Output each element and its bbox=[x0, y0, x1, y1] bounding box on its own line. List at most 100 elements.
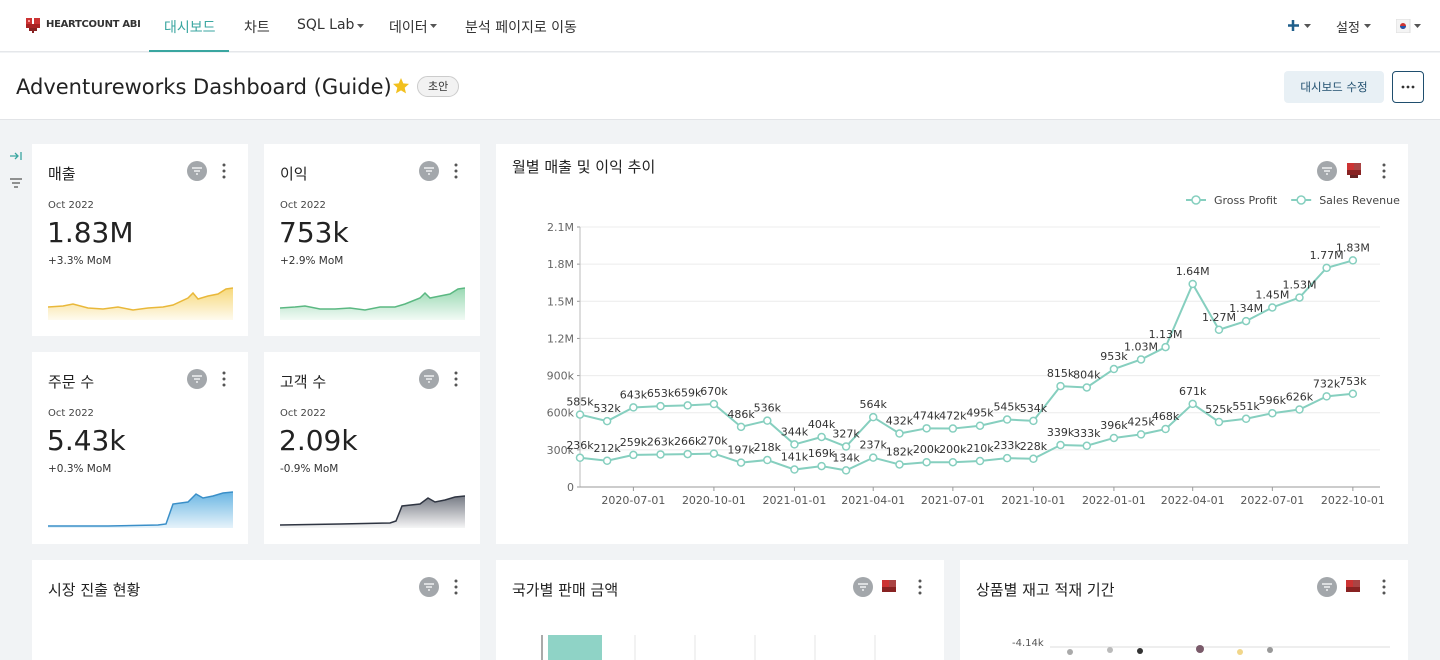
data-point bbox=[1161, 424, 1170, 434]
data-label: 670k bbox=[700, 385, 728, 398]
data-label: 200k bbox=[913, 443, 941, 456]
data-label: 1.13M bbox=[1149, 328, 1183, 341]
y-tick-label: 1.5M bbox=[547, 295, 574, 308]
card-title: 이익 bbox=[280, 165, 308, 183]
data-point bbox=[736, 422, 746, 432]
kpi-change: +2.9% MoM bbox=[280, 255, 344, 267]
inventory-card: 상품별 재고 적재 기간 -4.14k bbox=[960, 560, 1408, 660]
data-label: 1.83M bbox=[1336, 241, 1370, 254]
data-point bbox=[1056, 440, 1065, 450]
data-label: 1.03M bbox=[1124, 340, 1158, 353]
x-tick-label: 2022-01-01 bbox=[1082, 494, 1146, 507]
legend-label: Gross Profit bbox=[1214, 194, 1278, 207]
favorite-star[interactable] bbox=[392, 77, 410, 95]
legend-item: Gross Profit bbox=[1186, 194, 1278, 207]
data-point bbox=[683, 401, 692, 410]
card-icons[interactable] bbox=[416, 160, 466, 182]
data-point bbox=[817, 461, 826, 471]
data-label: 270k bbox=[700, 435, 728, 448]
legend-marker bbox=[1296, 195, 1306, 205]
card-title: 국가별 판매 금액 bbox=[512, 581, 619, 599]
data-label: 425k bbox=[1127, 415, 1155, 428]
card-icons[interactable] bbox=[416, 368, 466, 390]
data-point bbox=[1109, 364, 1119, 374]
language-flag[interactable] bbox=[1396, 19, 1424, 33]
nav-tab[interactable]: SQL Lab bbox=[297, 17, 355, 33]
axis-label: -4.14k bbox=[1012, 638, 1044, 649]
data-label: 339k bbox=[1047, 426, 1075, 439]
data-label: 182k bbox=[886, 445, 914, 458]
data-point bbox=[1056, 381, 1065, 391]
data-label: 396k bbox=[1100, 419, 1128, 432]
card-icons[interactable] bbox=[1317, 161, 1386, 181]
data-label: 626k bbox=[1286, 390, 1314, 403]
card-icons[interactable] bbox=[184, 160, 234, 182]
more-button[interactable] bbox=[1392, 71, 1424, 103]
data-point bbox=[817, 432, 826, 442]
data-label: 200k bbox=[939, 443, 967, 456]
data-label: 468k bbox=[1152, 410, 1180, 423]
data-point bbox=[1295, 405, 1304, 414]
data-point bbox=[868, 412, 878, 422]
data-point bbox=[1161, 342, 1170, 352]
nav-tab[interactable]: 데이터 bbox=[389, 20, 428, 36]
card-title: 시장 진출 현황 bbox=[48, 581, 141, 599]
card-icons[interactable] bbox=[1316, 576, 1396, 598]
nav-tab[interactable]: 차트 bbox=[244, 20, 270, 36]
x-tick-label: 2022-04-01 bbox=[1161, 494, 1225, 507]
data-label: 237k bbox=[860, 439, 888, 452]
data-label: 210k bbox=[966, 442, 994, 455]
kpi-card: 매출 Oct 2022 1.83M +3.3% MoM bbox=[32, 144, 248, 336]
data-label: 495k bbox=[966, 407, 994, 420]
y-tick-label: 900k bbox=[547, 370, 575, 383]
data-point bbox=[1082, 383, 1092, 392]
data-point bbox=[922, 424, 931, 433]
caret bbox=[357, 24, 364, 28]
card-icons[interactable] bbox=[852, 576, 932, 598]
data-point bbox=[948, 424, 958, 433]
card-icons[interactable] bbox=[416, 576, 466, 598]
data-point bbox=[1188, 279, 1197, 289]
top-nav: HEARTCOUNT ABI 대시보드 차트 SQL Lab 데이터 분석 페이… bbox=[0, 0, 1440, 52]
sparkline bbox=[280, 495, 465, 528]
data-point bbox=[1082, 441, 1092, 451]
data-point bbox=[868, 453, 878, 462]
data-label: 486k bbox=[727, 408, 755, 421]
chart-title: 월별 매출 및 이익 추이 bbox=[512, 158, 655, 176]
bar-preview bbox=[541, 635, 876, 660]
data-point bbox=[1002, 453, 1012, 463]
data-label: 327k bbox=[832, 428, 860, 441]
data-point bbox=[975, 421, 985, 430]
data-label: 1.64M bbox=[1176, 265, 1210, 278]
nav-tab[interactable]: 분석 페이지로 이동 bbox=[465, 20, 577, 36]
map-card: 시장 진출 현황 bbox=[32, 560, 480, 660]
series-line bbox=[579, 392, 1353, 472]
card-icons[interactable] bbox=[184, 368, 234, 390]
data-point bbox=[1241, 316, 1251, 326]
add-button[interactable] bbox=[1288, 20, 1312, 32]
side-controls[interactable] bbox=[8, 150, 24, 192]
data-label: 228k bbox=[1020, 440, 1048, 453]
x-tick-label: 2021-07-01 bbox=[921, 494, 985, 507]
data-label: 653k bbox=[647, 387, 675, 400]
data-point bbox=[683, 449, 692, 459]
x-tick-label: 2021-04-01 bbox=[841, 494, 905, 507]
data-label: 804k bbox=[1073, 368, 1101, 381]
kpi-period: Oct 2022 bbox=[48, 200, 94, 211]
data-point bbox=[841, 442, 851, 451]
status-badge: 초안 bbox=[417, 76, 460, 97]
card-title: 매출 bbox=[48, 165, 76, 183]
kpi-card: 주문 수 Oct 2022 5.43k +0.3% MoM bbox=[32, 352, 248, 544]
edit-dashboard-button[interactable]: 대시보드 수정 bbox=[1284, 71, 1384, 103]
chart: 월별 매출 및 이익 추이 0 300k 600k 900k 1.2M 1.5M 1.8M 2… bbox=[512, 158, 1400, 507]
card-title: 고객 수 bbox=[280, 373, 327, 391]
data-label: 474k bbox=[913, 409, 941, 422]
sparkline bbox=[48, 287, 233, 320]
settings-menu[interactable]: 설정 bbox=[1336, 21, 1360, 36]
x-tick-label: 2022-10-01 bbox=[1321, 494, 1385, 507]
dashboard-header: Adventureworks Dashboard (Guide) 초안 대시보드… bbox=[0, 53, 1440, 120]
data-label: 169k bbox=[808, 447, 836, 460]
data-point bbox=[629, 403, 638, 412]
nav-tab[interactable]: 대시보드 bbox=[164, 20, 216, 36]
